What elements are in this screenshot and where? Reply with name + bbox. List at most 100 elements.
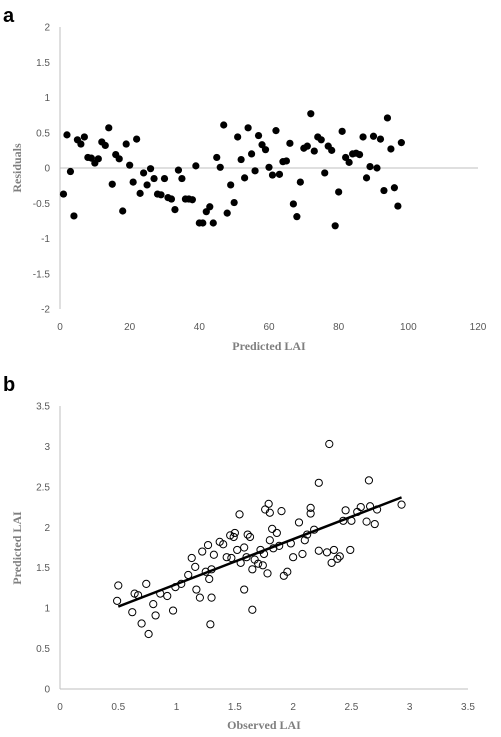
a-data-point	[397, 139, 405, 147]
b-data-point	[195, 593, 204, 602]
panel-label-b: b	[3, 374, 15, 396]
panel-b-trendline	[117, 496, 403, 608]
b-data-point	[227, 553, 236, 563]
a-data-point	[355, 151, 364, 159]
b-x-tick-label: 3.5	[461, 702, 475, 713]
a-data-point	[206, 203, 214, 211]
b-data-point	[272, 528, 281, 538]
a-data-point	[146, 165, 155, 173]
a-data-point	[230, 198, 238, 207]
a-x-tick-label: 0	[57, 322, 63, 333]
a-y-tick-label: 0.5	[36, 128, 50, 139]
b-data-point	[306, 503, 315, 512]
b-data-point	[233, 545, 242, 555]
b-data-point	[333, 554, 342, 563]
a-data-point	[303, 142, 311, 150]
b-data-point	[263, 569, 272, 578]
a-data-point	[345, 158, 353, 166]
a-data-point	[119, 207, 127, 215]
b-data-point	[265, 536, 274, 545]
a-data-point	[140, 169, 148, 177]
a-data-point	[171, 205, 179, 214]
a-data-point	[80, 133, 88, 141]
a-data-point	[338, 127, 346, 135]
b-data-point	[248, 605, 257, 614]
a-data-point	[247, 150, 256, 158]
a-data-point	[220, 121, 228, 129]
b-data-point	[219, 540, 228, 549]
a-data-point	[227, 181, 235, 189]
b-data-point	[168, 606, 178, 615]
a-data-point	[241, 174, 249, 182]
b-data-point	[222, 553, 231, 562]
panel-a-points	[59, 110, 405, 230]
panel-b-x-tick-labels: 0 0.5 1 1.5 2 2.5 3 3.5	[57, 702, 475, 713]
b-y-tick-label: 0.5	[36, 644, 50, 655]
a-data-point	[66, 167, 75, 176]
a-data-point	[129, 178, 137, 186]
b-data-point	[163, 591, 172, 601]
a-data-point	[310, 147, 318, 155]
a-data-point	[282, 157, 291, 165]
b-data-point	[346, 545, 355, 555]
a-data-point	[286, 139, 294, 147]
b-data-point	[397, 500, 406, 509]
a-data-point	[307, 110, 315, 118]
b-data-point	[209, 550, 218, 559]
a-data-point	[275, 170, 284, 178]
b-data-point	[327, 558, 336, 567]
b-data-point	[298, 549, 307, 559]
a-data-point	[383, 114, 392, 122]
a-y-tick-label: 0	[44, 164, 50, 175]
b-data-point	[149, 600, 158, 609]
a-data-point	[77, 140, 85, 148]
b-x-tick-label: 1.5	[228, 702, 242, 713]
a-data-point	[108, 180, 116, 188]
a-data-point	[216, 163, 224, 171]
a-y-tick-label: -1.5	[33, 269, 51, 280]
b-data-point	[254, 559, 263, 568]
a-y-tick-label: -2	[41, 305, 50, 316]
a-data-point	[293, 213, 301, 221]
a-x-tick-label: 100	[400, 322, 417, 333]
a-data-point	[59, 190, 68, 198]
a-data-point	[380, 186, 388, 195]
a-data-point	[70, 212, 78, 220]
a-data-point	[321, 169, 329, 177]
b-data-point	[306, 509, 315, 518]
b-data-point	[203, 540, 213, 550]
a-data-point	[136, 189, 144, 197]
a-y-tick-label: -1	[41, 234, 50, 245]
a-data-point	[251, 167, 259, 175]
b-data-point	[370, 519, 379, 529]
b-data-point	[335, 552, 344, 561]
a-data-point	[199, 219, 207, 227]
a-x-tick-label: 120	[470, 322, 487, 333]
a-data-point	[223, 209, 231, 217]
a-data-point	[167, 195, 176, 203]
b-data-point	[243, 530, 252, 539]
a-data-point	[328, 146, 336, 154]
b-x-tick-label: 2.5	[344, 702, 358, 713]
panel-a: a -2-1.5-1-0.500.511.52 0 20 40 60 80 100 120 …	[3, 5, 487, 353]
b-data-point	[206, 620, 215, 629]
b-data-point	[144, 629, 153, 639]
a-data-point	[234, 133, 242, 141]
b-data-point	[151, 611, 160, 620]
a-data-point	[157, 191, 165, 199]
b-data-point	[235, 510, 244, 519]
a-data-point	[268, 171, 277, 179]
panel-label-a: a	[3, 5, 15, 27]
a-data-point	[192, 162, 200, 170]
b-data-point	[362, 517, 371, 526]
b-data-point	[265, 508, 274, 517]
b-y-tick-label: 0	[44, 685, 50, 696]
a-data-point	[261, 146, 270, 154]
a-data-point	[213, 153, 221, 162]
a-data-point	[188, 196, 196, 204]
a-data-point	[122, 140, 130, 148]
a-data-point	[335, 188, 343, 196]
a-x-tick-label: 80	[333, 322, 345, 333]
a-y-tick-label: 2	[44, 23, 50, 34]
